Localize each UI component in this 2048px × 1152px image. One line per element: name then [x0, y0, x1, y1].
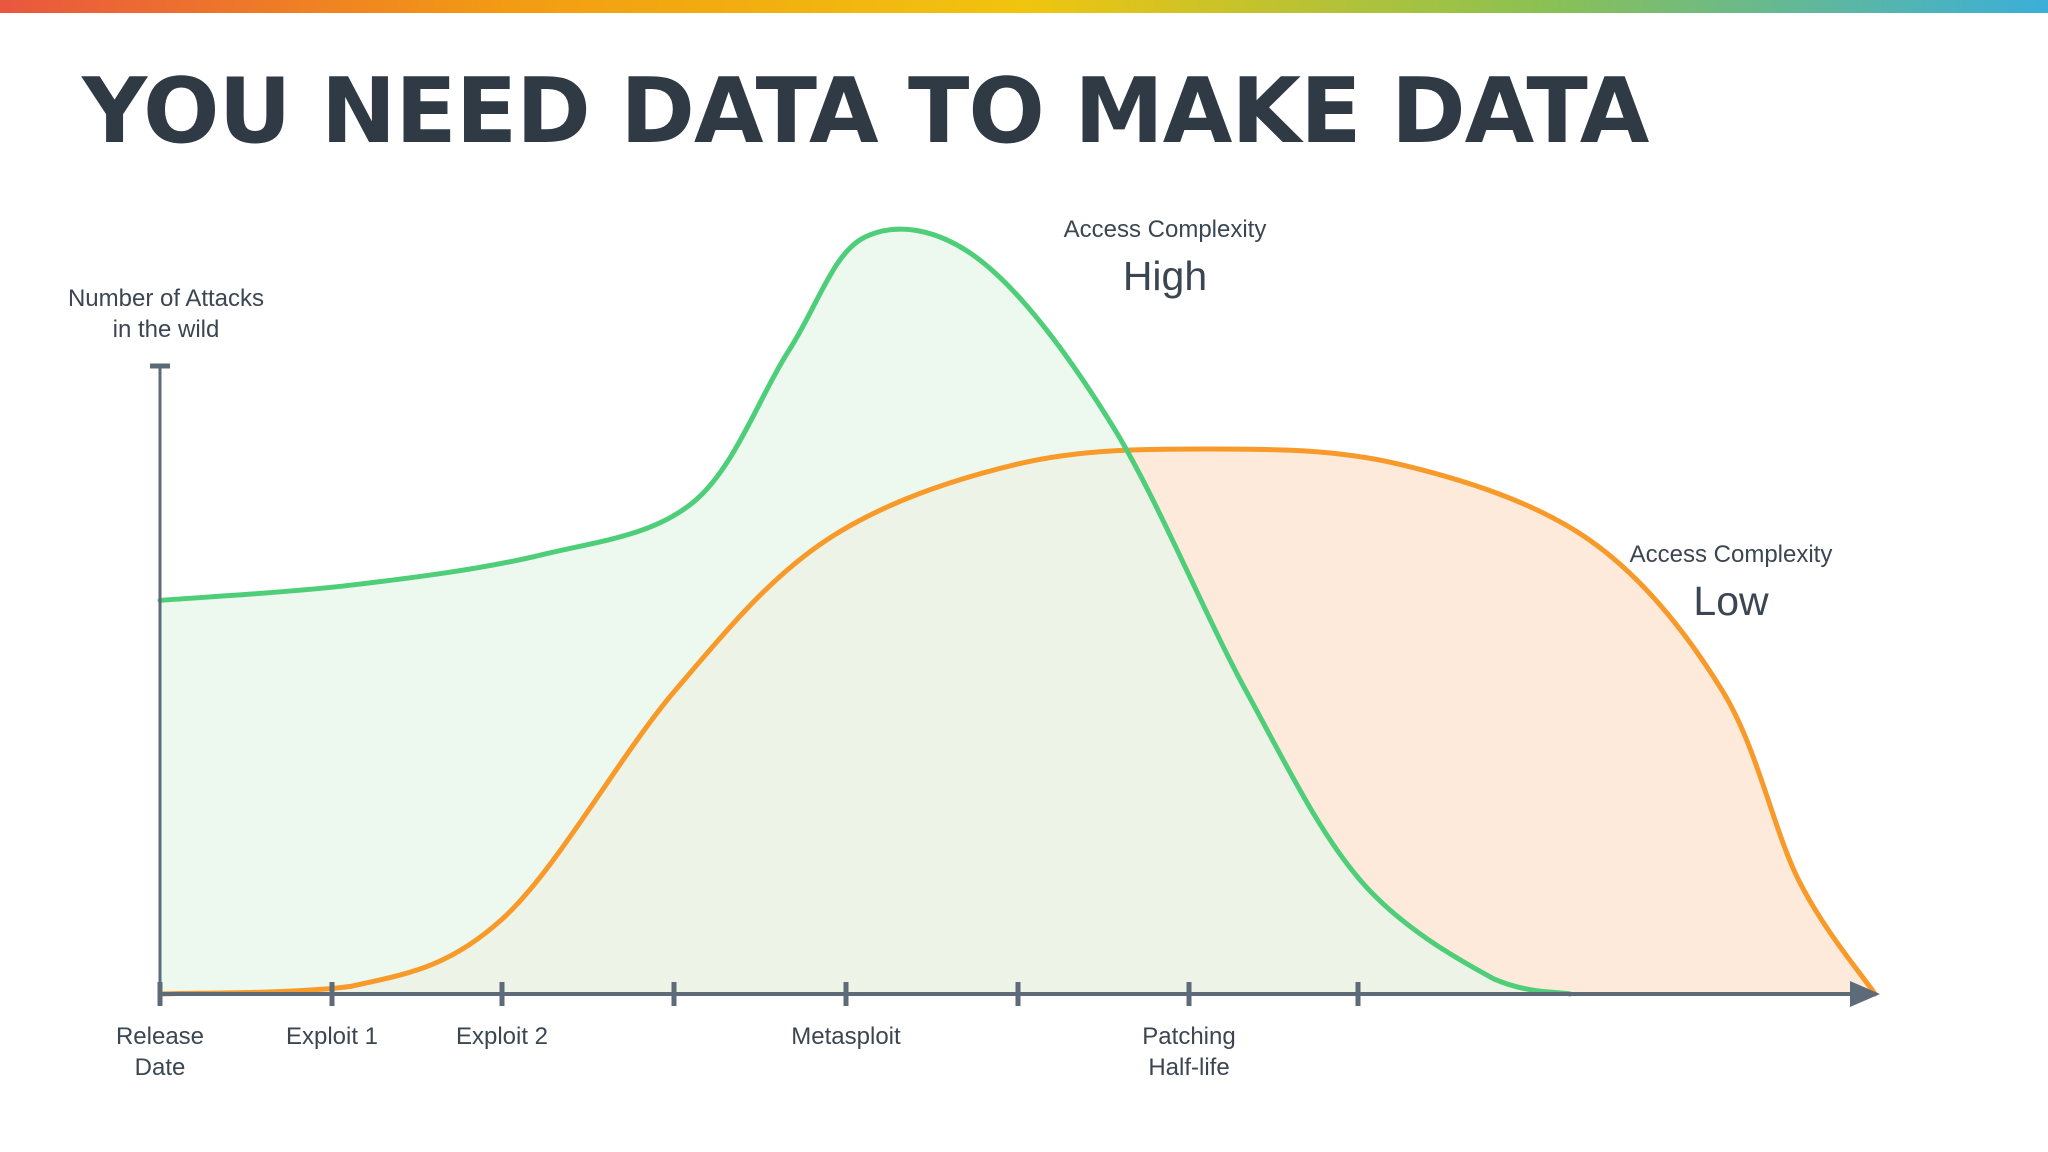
- series-label-small: Access Complexity: [1064, 216, 1267, 243]
- x-tick-label: Exploit 1: [286, 1023, 378, 1050]
- x-tick-label: Exploit 2: [456, 1023, 548, 1050]
- series-label-small: Access Complexity: [1630, 541, 1833, 568]
- series-label-large: Low: [1693, 578, 1769, 624]
- series-line-low: [157, 446, 1878, 997]
- x-tick-label: Metasploit: [791, 1023, 901, 1050]
- chart-labels: Release Date Exploit 1 Exploit 2 Metasploit P…: [68, 216, 1832, 1081]
- top-gradient-bar: [0, 0, 2048, 13]
- chart-fills: [160, 229, 1875, 995]
- slide-title: YOU NEED DATA TO MAKE DATA: [82, 59, 1649, 164]
- chart-axes: [150, 363, 1880, 1007]
- series-line-high: [157, 226, 1573, 997]
- series-label-large: High: [1123, 253, 1207, 299]
- x-tick-label: Release: [116, 1023, 204, 1050]
- y-axis-label: in the wild: [113, 316, 220, 343]
- chart-lines: [157, 226, 1878, 997]
- series-fill-high: [160, 229, 1571, 995]
- x-tick-label: Date: [135, 1054, 186, 1081]
- x-tick-label: Half-life: [1148, 1054, 1229, 1081]
- y-axis-label: Number of Attacks: [68, 285, 264, 312]
- x-axis-arrowhead: [1850, 981, 1880, 1007]
- x-tick-label: Patching: [1142, 1023, 1235, 1050]
